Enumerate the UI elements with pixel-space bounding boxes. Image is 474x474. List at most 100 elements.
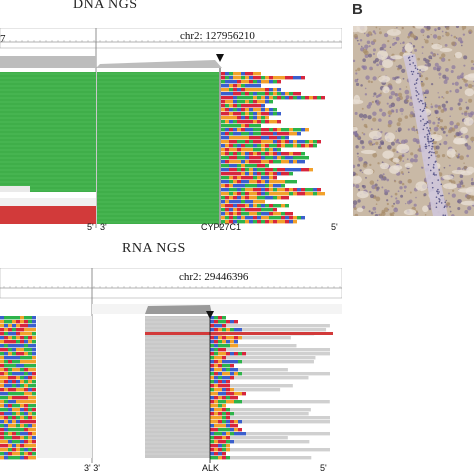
dna-softclip-base: [281, 172, 285, 176]
rna-softclip-base: [226, 396, 230, 400]
dna-red-reads: [0, 206, 96, 224]
ihc-lumen: [404, 43, 414, 53]
dna-softclip-base: [297, 92, 301, 96]
rna-softclip-base: [226, 432, 230, 436]
rna-softclip-base: [32, 380, 36, 384]
ihc-lumen: [460, 126, 468, 134]
ihc-cell: [379, 92, 382, 95]
dna-softclip-base: [237, 72, 241, 76]
rna-softclip-base: [222, 352, 226, 356]
dna-softclip-base: [257, 160, 261, 164]
ihc-lumen: [384, 132, 396, 143]
ihc-cell: [436, 53, 439, 56]
ihc-cell: [463, 64, 466, 67]
rna-softclip-base: [230, 336, 234, 340]
rna-softclip-base: [230, 412, 234, 416]
rna-gray-read: [234, 440, 310, 444]
ihc-stroma-nucleus: [437, 192, 439, 195]
ihc-cell: [471, 141, 474, 143]
ihc-stroma-nucleus: [420, 100, 423, 102]
rna-softclip-base: [230, 440, 234, 444]
ihc-cell: [412, 125, 416, 129]
rna-softclip-base: [8, 356, 12, 360]
ihc-stroma-nucleus: [419, 75, 421, 77]
ihc-cell: [394, 93, 399, 97]
ihc-cell: [462, 28, 465, 31]
ihc-cell: [407, 171, 410, 174]
dna-softclip-base: [257, 180, 261, 184]
dna-softclip-base: [233, 88, 237, 92]
ihc-cell: [467, 112, 470, 114]
dna-softclip-base: [261, 104, 265, 108]
dna-gray-read: [0, 198, 96, 206]
ihc-cell: [386, 178, 390, 182]
ihc-cell: [365, 48, 368, 51]
rna-softclip-base: [12, 336, 16, 340]
rna-softclip-base: [32, 356, 36, 360]
rna-softclip-base: [20, 372, 24, 376]
ihc-cell: [459, 181, 464, 185]
dna-gene-label: CYP27C1: [201, 222, 242, 232]
rna-softclip-base: [24, 356, 28, 360]
ihc-stroma-nucleus: [438, 191, 440, 193]
rna-softclip-base: [234, 396, 238, 400]
dna-softclip-base: [261, 216, 265, 220]
rna-softclip-base: [20, 408, 24, 412]
dna-softclip-base: [265, 100, 269, 104]
dna-softclip-base: [261, 80, 265, 84]
dna-softclip-base: [293, 152, 297, 156]
dna-softclip-base: [237, 80, 241, 84]
dna-softclip-base: [249, 192, 253, 196]
ihc-cell: [460, 136, 463, 139]
rna-softclip-base: [0, 448, 4, 452]
dna-softclip-base: [237, 220, 241, 224]
ihc-stroma-nucleus: [426, 133, 429, 136]
ihc-stroma-nucleus: [428, 151, 430, 154]
rna-softclip-base: [4, 376, 8, 380]
dna-softclip-base: [241, 132, 245, 136]
dna-softclip-base: [277, 92, 281, 96]
rna-softclip-base: [12, 412, 16, 416]
rna-softclip-base: [16, 392, 20, 396]
dna-softclip-base: [221, 148, 225, 152]
dna-softclip-base: [285, 172, 289, 176]
ihc-cell: [365, 176, 367, 179]
dna-softclip-base: [233, 132, 237, 136]
dna-softclip-base: [233, 104, 237, 108]
ihc-stroma-nucleus: [429, 169, 432, 172]
dna-softclip-base: [241, 80, 245, 84]
ihc-cell: [445, 67, 449, 72]
ihc-stroma-nucleus: [431, 186, 434, 189]
dna-softclip-base: [221, 92, 225, 96]
rna-softclip-base: [222, 436, 226, 440]
ihc-cell: [358, 160, 360, 162]
rna-softclip-base: [28, 372, 32, 376]
ihc-lumen: [451, 169, 466, 174]
dna-softclip-base: [229, 128, 233, 132]
ihc-cell: [376, 63, 379, 67]
ihc-stroma-nucleus: [416, 91, 419, 93]
dna-softclip-base: [265, 80, 269, 84]
rna-softclip-base: [226, 340, 230, 344]
dna-softclip-base: [257, 148, 261, 152]
rna-softclip-base: [4, 432, 8, 436]
dna-softclip-base: [285, 168, 289, 172]
ihc-cell: [383, 189, 388, 193]
ihc-cell: [471, 196, 474, 201]
ihc-stroma-nucleus: [415, 87, 417, 89]
rna-gray-read: [226, 324, 330, 328]
dna-softclip-base: [233, 100, 237, 104]
ihc-stroma-nucleus: [424, 122, 426, 125]
dna-softclip-base: [253, 168, 257, 172]
rna-softclip-base: [28, 328, 32, 332]
rna-softclip-base: [20, 352, 24, 356]
ihc-cell: [371, 100, 374, 104]
ihc-cell: [448, 58, 451, 62]
dna-softclip-base: [233, 216, 237, 220]
dna-softclip-base: [221, 196, 225, 200]
rna-softclip-base: [230, 364, 234, 368]
dna-softclip-base: [273, 196, 277, 200]
dna-softclip-base: [281, 192, 285, 196]
rna-softclip-base: [32, 392, 36, 396]
rna-softclip-base: [8, 372, 12, 376]
